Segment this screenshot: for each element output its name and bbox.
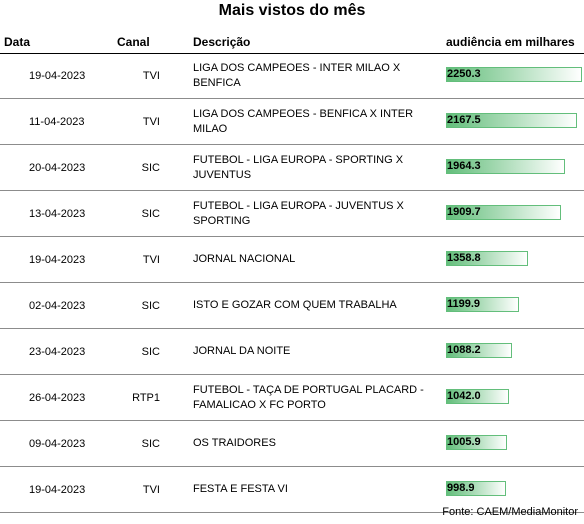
row-canal: TVI [142, 253, 160, 266]
table-row: 19-04-2023 TVI JORNAL NACIONAL 1358.8 [0, 237, 584, 283]
table-row: 26-04-2023 RTP1 FUTEBOL - TAÇA DE PORTUGAL… [0, 375, 584, 421]
row-date: 19-04-2023 [29, 483, 86, 496]
audience-value: 998.9 [447, 482, 475, 494]
row-descricao: OS TRAIDORES [193, 437, 276, 449]
audience-data-bar [446, 481, 506, 496]
row-descricao: FUTEBOL - TAÇA DE PORTUGAL PLACARD - FAM… [193, 383, 424, 411]
row-descricao: JORNAL DA NOITE [193, 345, 291, 357]
header-data: Data [4, 35, 31, 49]
table-header: Data Canal Descrição audiência em milhar… [0, 31, 584, 54]
row-descricao: FUTEBOL - LIGA EUROPA - JUVENTUS X SPORT… [193, 199, 404, 227]
audience-cell: 2167.5 [446, 113, 582, 128]
audience-cell: 1358.8 [446, 251, 582, 266]
row-descricao: FESTA E FESTA VI [193, 483, 288, 495]
table-row: 19-04-2023 TVI FESTA E FESTA VI 998.9 [0, 467, 584, 513]
audience-cell: 1005.9 [446, 435, 582, 450]
audience-data-bar [446, 67, 582, 82]
audience-data-bar [446, 113, 577, 128]
row-canal: RTP1 [132, 391, 160, 404]
row-descricao: ISTO E GOZAR COM QUEM TRABALHA [193, 299, 397, 311]
table-row: 23-04-2023 SIC JORNAL DA NOITE 1088.2 [0, 329, 584, 375]
row-canal: TVI [142, 115, 160, 128]
row-date: 11-04-2023 [29, 115, 85, 128]
table-row: 13-04-2023 SIC FUTEBOL - LIGA EUROPA - JUV… [0, 191, 584, 237]
audience-value: 1909.7 [447, 206, 481, 218]
row-date: 19-04-2023 [29, 69, 86, 82]
audience-cell: 1042.0 [446, 389, 582, 404]
audience-value: 1088.2 [447, 344, 481, 356]
table-body: 19-04-2023 TVI LIGA DOS CAMPEOES - INTER M… [0, 53, 584, 513]
row-canal: SIC [141, 207, 160, 220]
audience-data-bar [446, 297, 519, 312]
audience-cell: 1088.2 [446, 343, 582, 358]
header-canal: Canal [117, 35, 150, 49]
row-canal: SIC [141, 345, 160, 358]
audience-value: 1358.8 [447, 252, 481, 264]
audience-cell: 1964.3 [446, 159, 582, 174]
audience-cell: 998.9 [446, 481, 582, 496]
audience-value: 1964.3 [447, 160, 481, 172]
audience-cell: 1909.7 [446, 205, 582, 220]
row-canal: SIC [141, 161, 160, 174]
audience-data-bar [446, 251, 528, 266]
table-row: 20-04-2023 SIC FUTEBOL - LIGA EUROPA - SPO… [0, 145, 584, 191]
table-row: 02-04-2023 SIC ISTO E GOZAR COM QUEM TRABA… [0, 283, 584, 329]
table-row: 09-04-2023 SIC OS TRAIDORES 1005.9 [0, 421, 584, 467]
row-descricao: JORNAL NACIONAL [193, 253, 296, 265]
row-descricao: LIGA DOS CAMPEOES - BENFICA X INTER MILA… [193, 107, 414, 135]
row-date: 19-04-2023 [29, 253, 86, 266]
row-canal: TVI [142, 69, 160, 82]
row-descricao: FUTEBOL - LIGA EUROPA - SPORTING X JUVEN… [193, 153, 404, 181]
row-canal: SIC [141, 437, 160, 450]
row-date: 02-04-2023 [29, 299, 86, 312]
audience-data-bar [446, 205, 561, 220]
audience-value: 1199.9 [447, 298, 481, 310]
audience-value: 2250.3 [447, 68, 481, 80]
audience-cell: 2250.3 [446, 67, 582, 82]
audience-value: 2167.5 [447, 114, 481, 126]
audience-value: 1005.9 [447, 436, 481, 448]
audience-value: 1042.0 [447, 390, 481, 402]
source-note: Fonte: CAEM/MediaMonitor [442, 506, 578, 518]
table-row: 19-04-2023 TVI LIGA DOS CAMPEOES - INTER M… [0, 53, 584, 99]
table-row: 11-04-2023 TVI LIGA DOS CAMPEOES - BENFICA… [0, 99, 584, 145]
audience-data-bar [446, 159, 565, 174]
row-canal: SIC [141, 299, 160, 312]
row-canal: TVI [142, 483, 160, 496]
header-descricao: Descrição [193, 35, 251, 49]
header-audiencia: audiência em milhares [446, 35, 575, 49]
row-descricao: LIGA DOS CAMPEOES - INTER MILAO X BENFIC… [193, 61, 401, 89]
table-title: Mais vistos do mês [218, 2, 366, 19]
row-date: 09-04-2023 [29, 437, 86, 450]
audience-data-bar [446, 343, 512, 358]
row-date: 26-04-2023 [29, 391, 86, 404]
row-date: 23-04-2023 [29, 345, 86, 358]
audience-data-bar [446, 389, 509, 404]
row-date: 13-04-2023 [29, 207, 86, 220]
row-date: 20-04-2023 [29, 161, 86, 174]
audience-cell: 1199.9 [446, 297, 582, 312]
audience-data-bar [446, 435, 507, 450]
